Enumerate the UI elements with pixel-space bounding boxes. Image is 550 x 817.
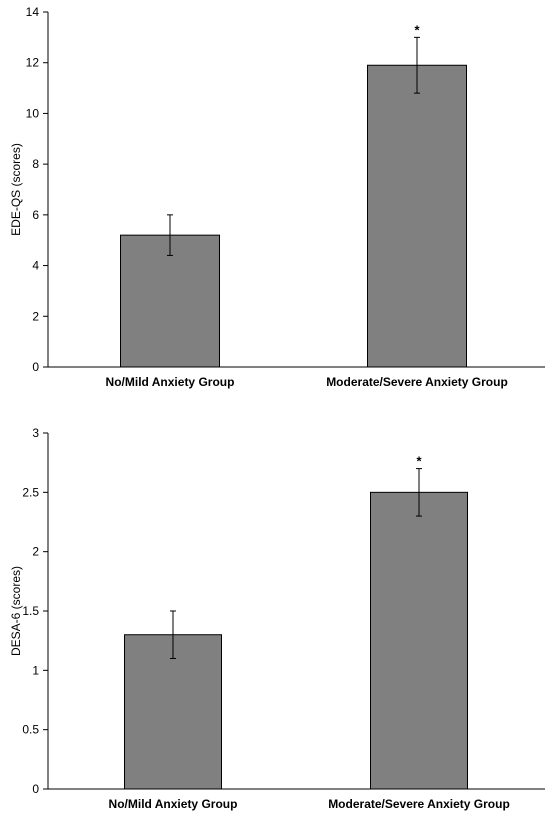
y-tick-label: 1.5 xyxy=(22,604,39,618)
y-tick-label: 3 xyxy=(32,426,39,440)
y-tick-label: 2 xyxy=(32,309,39,323)
y-tick-label: 0 xyxy=(32,782,39,796)
y-tick-label: 14 xyxy=(26,5,40,19)
y-tick-label: 1 xyxy=(32,663,39,677)
category-label: No/Mild Anxiety Group xyxy=(106,375,235,389)
category-label: Moderate/Severe Anxiety Group xyxy=(326,375,508,389)
y-tick-label: 12 xyxy=(26,56,40,70)
y-axis-title: EDE-QS (scores) xyxy=(9,143,23,236)
bar xyxy=(367,64,467,368)
y-tick-label: 4 xyxy=(32,259,39,273)
y-tick-label: 0 xyxy=(32,360,39,374)
y-tick-label: 10 xyxy=(26,106,40,120)
chart-desa-6: 0 0.5 1 1.5 2 2.5 3 DESA-6 (scores) No/Mild Anxi… xyxy=(9,426,545,811)
category-label: No/Mild Anxiety Group xyxy=(109,797,238,811)
significance-marker: * xyxy=(416,454,422,469)
bar xyxy=(124,634,222,790)
y-tick-label: 2 xyxy=(32,545,39,559)
y-axis-title: DESA-6 (scores) xyxy=(9,566,23,656)
category-label: Moderate/Severe Anxiety Group xyxy=(328,797,510,811)
y-tick-label: 0.5 xyxy=(22,723,39,737)
bar xyxy=(370,491,468,790)
significance-marker: * xyxy=(414,22,420,37)
chart-ede-qs: 0 2 4 6 8 10 12 14 EDE-QS (scores) No/Mild Anxiet… xyxy=(9,5,545,389)
y-tick-label: 2.5 xyxy=(22,485,39,499)
y-tick-label: 6 xyxy=(32,208,39,222)
y-tick-label: 8 xyxy=(32,157,39,171)
